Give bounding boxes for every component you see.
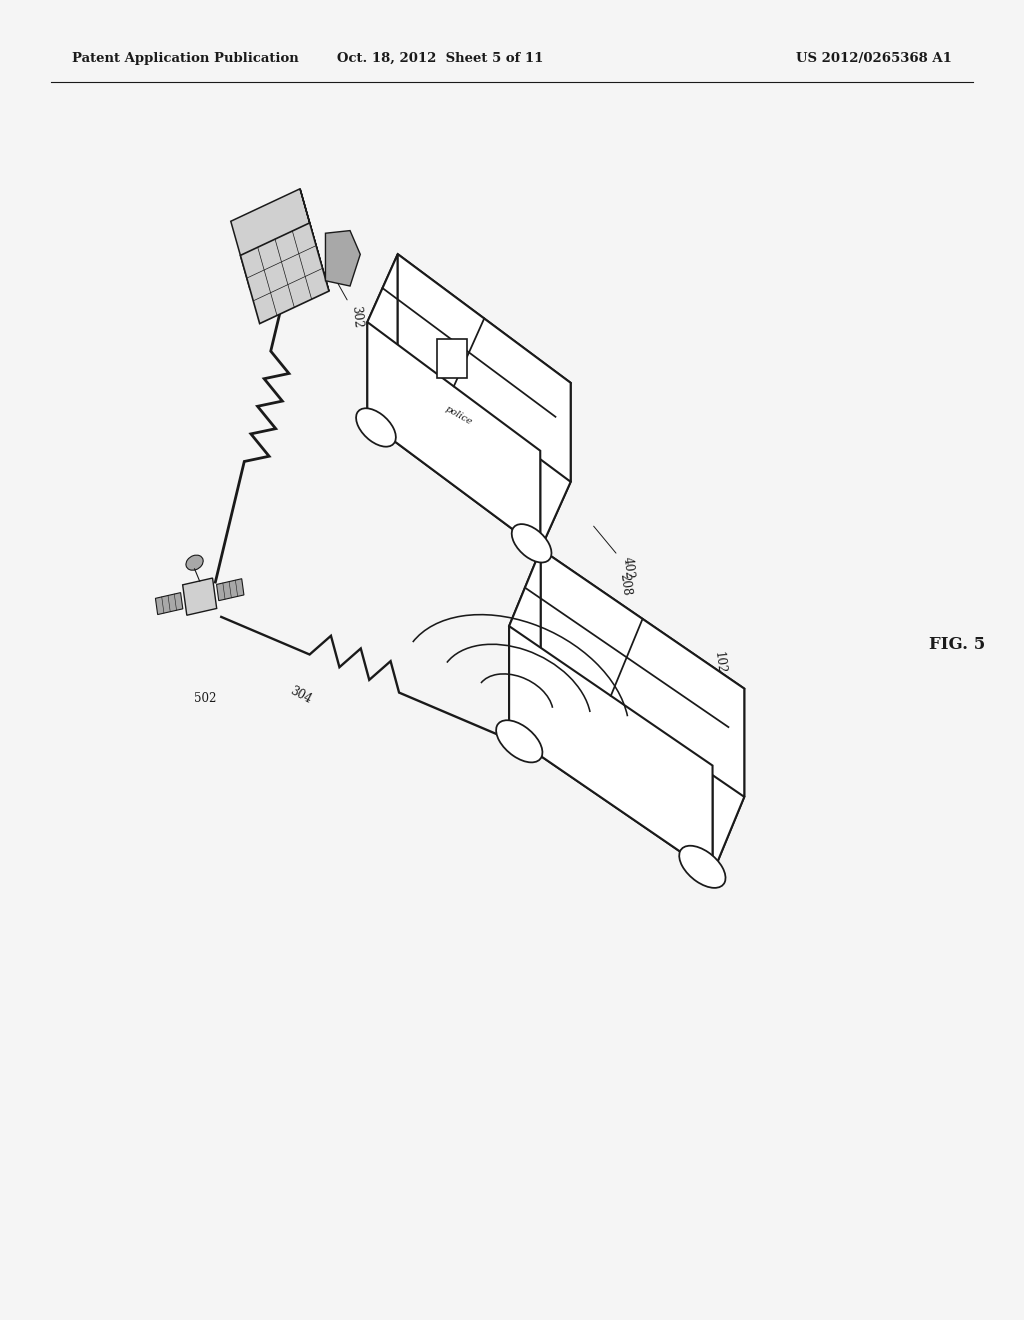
Polygon shape xyxy=(713,689,744,874)
Polygon shape xyxy=(230,189,319,289)
Text: 102: 102 xyxy=(694,651,727,700)
Polygon shape xyxy=(368,255,570,450)
Text: US 2012/0265368 A1: US 2012/0265368 A1 xyxy=(797,51,952,65)
Text: FIG. 5: FIG. 5 xyxy=(930,636,985,652)
Polygon shape xyxy=(509,549,541,734)
Ellipse shape xyxy=(496,721,543,763)
Text: 402: 402 xyxy=(594,527,636,579)
Polygon shape xyxy=(541,549,744,797)
Polygon shape xyxy=(216,578,244,601)
Ellipse shape xyxy=(356,408,396,446)
Polygon shape xyxy=(368,255,397,421)
Text: 304: 304 xyxy=(288,684,313,706)
Polygon shape xyxy=(326,231,360,286)
Polygon shape xyxy=(156,593,183,615)
Text: 502: 502 xyxy=(194,692,216,705)
Polygon shape xyxy=(368,354,570,549)
Polygon shape xyxy=(509,657,744,874)
Polygon shape xyxy=(541,383,570,549)
Polygon shape xyxy=(397,255,570,482)
Ellipse shape xyxy=(186,556,203,570)
Text: Oct. 18, 2012  Sheet 5 of 11: Oct. 18, 2012 Sheet 5 of 11 xyxy=(337,51,544,65)
Polygon shape xyxy=(182,578,217,615)
Ellipse shape xyxy=(679,846,726,888)
Text: 208: 208 xyxy=(599,573,633,615)
Text: Patent Application Publication: Patent Application Publication xyxy=(72,51,298,65)
Polygon shape xyxy=(509,549,744,766)
Polygon shape xyxy=(437,339,467,378)
Text: police: police xyxy=(443,404,473,428)
Text: 302: 302 xyxy=(337,282,365,329)
Ellipse shape xyxy=(512,524,552,562)
Polygon shape xyxy=(241,223,329,323)
Polygon shape xyxy=(368,322,541,549)
Polygon shape xyxy=(509,626,713,874)
Polygon shape xyxy=(300,189,329,292)
